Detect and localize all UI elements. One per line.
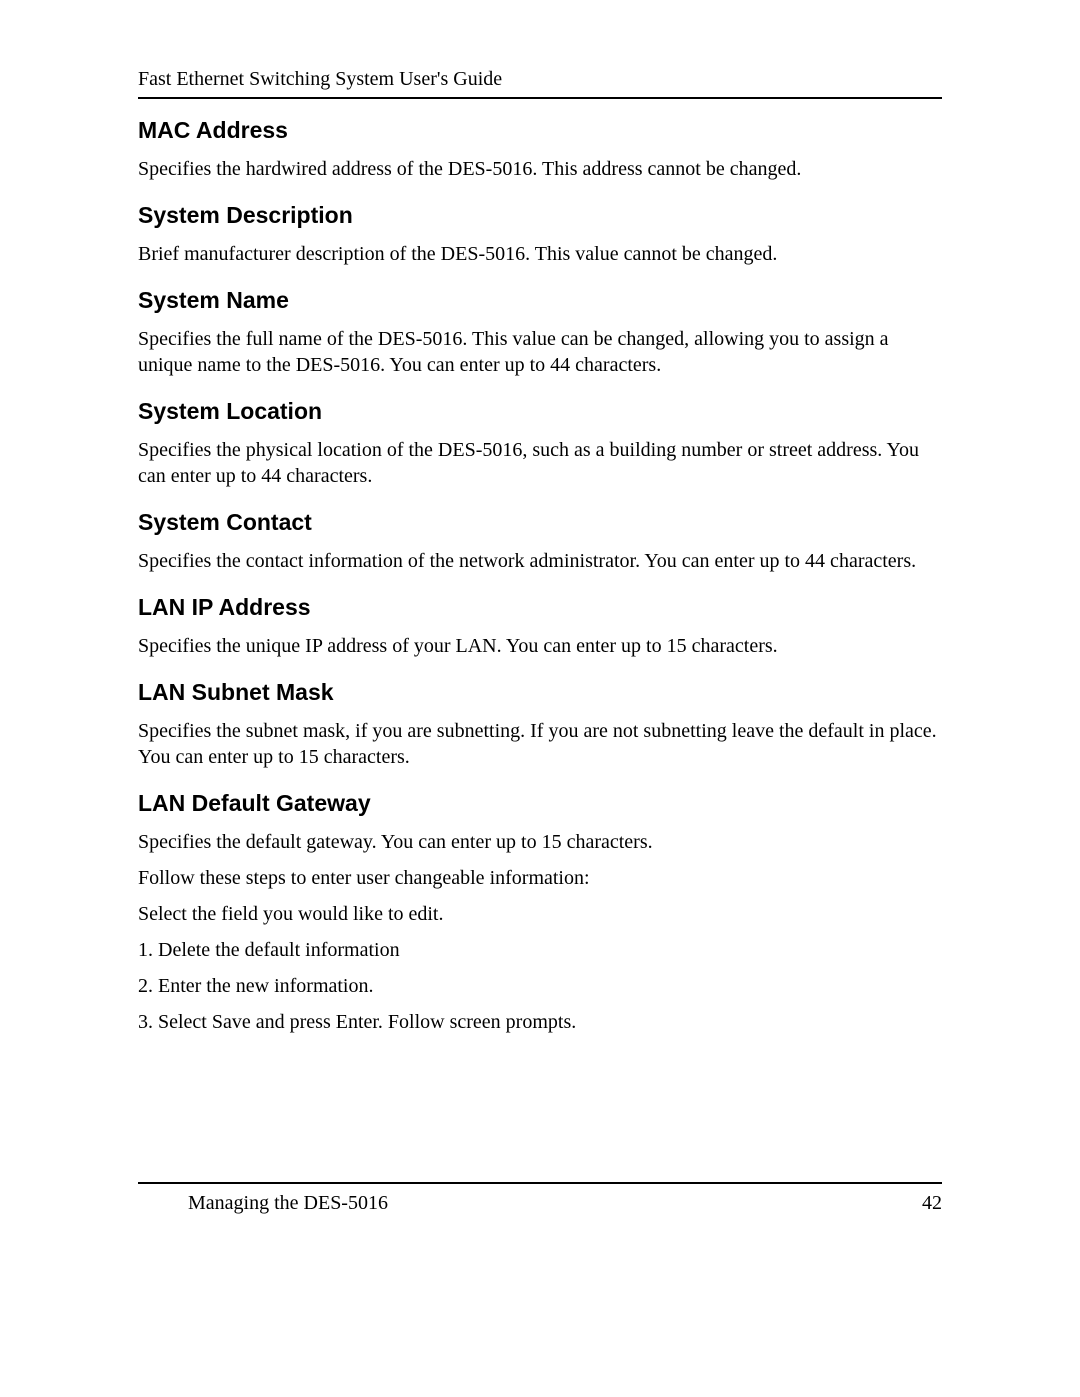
footer-rule [138,1182,942,1184]
instructions-intro: Select the field you would like to edit. [138,901,942,927]
section-heading: System Location [138,398,942,425]
instructions-intro: Follow these steps to enter user changea… [138,865,942,891]
section-heading: System Contact [138,509,942,536]
section-heading: LAN Subnet Mask [138,679,942,706]
page-number: 42 [922,1192,942,1215]
step-item: 2. Enter the new information. [138,973,942,999]
steps-list: 1. Delete the default information 2. Ent… [138,937,942,1035]
page-header: Fast Ethernet Switching System User's Gu… [138,68,942,91]
section-body: Specifies the contact information of the… [138,548,942,574]
section-heading: LAN Default Gateway [138,790,942,817]
footer-row: Managing the DES-5016 42 [138,1192,942,1215]
header-rule [138,97,942,99]
section-heading: LAN IP Address [138,594,942,621]
step-item: 1. Delete the default information [138,937,942,963]
section-body: Specifies the physical location of the D… [138,437,942,489]
section-body: Specifies the hardwired address of the D… [138,156,942,182]
section-body: Brief manufacturer description of the DE… [138,241,942,267]
section-heading: System Description [138,202,942,229]
step-item: 3. Select Save and press Enter. Follow s… [138,1009,942,1035]
document-page: Fast Ethernet Switching System User's Gu… [0,0,1080,1035]
page-footer: Managing the DES-5016 42 [138,1182,942,1215]
footer-section-title: Managing the DES-5016 [188,1192,388,1215]
section-body: Specifies the default gateway. You can e… [138,829,942,855]
section-body: Specifies the subnet mask, if you are su… [138,718,942,770]
section-heading: System Name [138,287,942,314]
section-body: Specifies the full name of the DES-5016.… [138,326,942,378]
section-body: Specifies the unique IP address of your … [138,633,942,659]
section-heading: MAC Address [138,117,942,144]
